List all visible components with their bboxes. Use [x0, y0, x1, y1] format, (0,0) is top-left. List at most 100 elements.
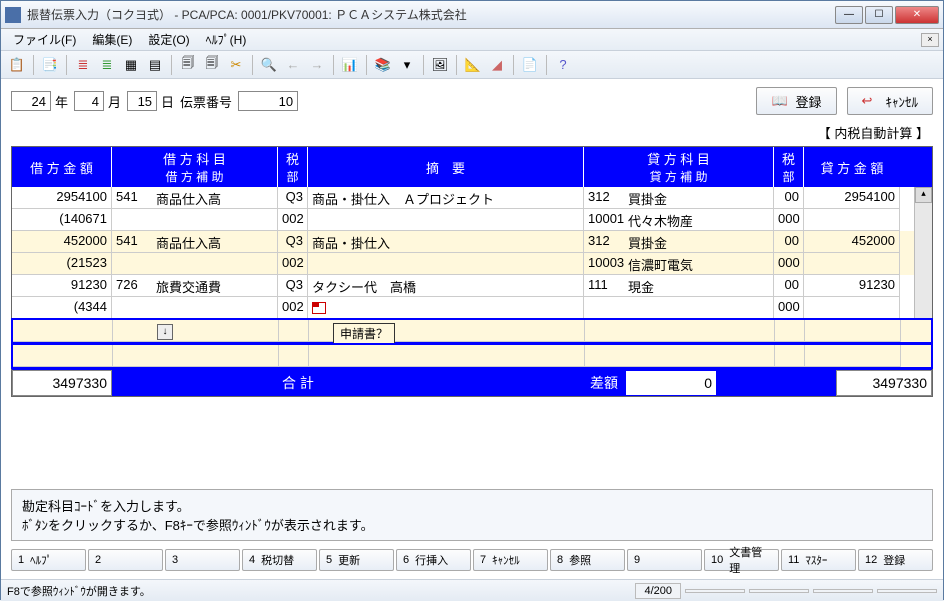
fn-10[interactable]: 10文書管理: [704, 549, 779, 571]
fn-2[interactable]: 2: [88, 549, 163, 571]
hdr-tax2: 税部: [774, 147, 804, 187]
fn-5[interactable]: 5更新: [319, 549, 394, 571]
scroll-up-button[interactable]: ▴: [915, 187, 932, 203]
grid-row[interactable]: 91230 726旅費交通費 Q3 タクシー代 高橋 111現金 00 9123…: [12, 275, 932, 297]
cancel-button[interactable]: ↩ ｷｬﾝｾﾙ: [847, 87, 934, 115]
hdr-tax: 税部: [278, 147, 308, 187]
tb-icon-14[interactable]: 📐: [463, 55, 483, 75]
tb-icon-6[interactable]: ▤: [145, 55, 165, 75]
toolbar: 📋 📑 ≣ ≣ ▦ ▤ 🗐 🗐 ✂ 🔍 ← → 📊 📚 ▾ 🖼 📐 ◢ 📄 ?: [1, 51, 943, 79]
tb-icon-10[interactable]: 📊: [340, 55, 360, 75]
tb-icon-7[interactable]: 🗐: [178, 55, 198, 75]
menubar-close-button[interactable]: ×: [921, 33, 939, 47]
slip-label: 伝票番号: [180, 92, 232, 111]
statusbar: F8で参照ｳｨﾝﾄﾞｳが開きます。 4/200: [1, 579, 943, 601]
tb-icon-4[interactable]: ≣: [97, 55, 117, 75]
tb-icon-11[interactable]: 📚: [373, 55, 393, 75]
grid-row[interactable]: 452000 541商品仕入高 Q3 商品・掛仕入 312買掛金 00 4520…: [12, 231, 932, 253]
tb-next-icon[interactable]: →: [307, 55, 327, 75]
tb-icon-3[interactable]: ≣: [73, 55, 93, 75]
hdr-debit-subject: 借 方 科 目借 方 補 助: [112, 147, 278, 187]
register-button[interactable]: 📖 登録: [756, 87, 836, 115]
tb-icon-9[interactable]: ✂: [226, 55, 246, 75]
tb-icon-12[interactable]: ▾: [397, 55, 417, 75]
diff-label: 差額: [590, 373, 626, 393]
status-seg-3: [749, 589, 809, 593]
tb-icon-8[interactable]: 🗐: [202, 55, 222, 75]
menu-help[interactable]: ﾍﾙﾌﾟ(H): [198, 29, 255, 50]
app-icon: [5, 7, 21, 23]
status-seg-2: [685, 589, 745, 593]
fn-8[interactable]: 8参照: [550, 549, 625, 571]
fn-12[interactable]: 12登録: [858, 549, 933, 571]
content-area: 年 月 日 伝票番号 📖 登録 ↩ ｷｬﾝｾﾙ 【 内税自動計算 】 借 方: [1, 79, 943, 579]
grid-subrow[interactable]: (140671 002 10001代々木物産 000: [12, 209, 932, 231]
minimize-button[interactable]: —: [835, 6, 863, 24]
hdr-credit-amount: 貸 方 金 額: [804, 147, 900, 187]
app-window: 振替伝票入力（コクヨ式） - PCA/PCA: 0001/PKV70001: Ｐ…: [0, 0, 944, 600]
info-line-1: 勘定科目ｺｰﾄﾞを入力します。: [22, 496, 922, 515]
window-title: 振替伝票入力（コクヨ式） - PCA/PCA: 0001/PKV70001: Ｐ…: [27, 6, 835, 23]
flag-icon: [312, 302, 326, 314]
tb-icon-15[interactable]: 📄: [520, 55, 540, 75]
tb-zoom-in-icon[interactable]: 🔍: [259, 55, 279, 75]
tb-eraser-icon[interactable]: ◢: [487, 55, 507, 75]
status-text: F8で参照ｳｨﾝﾄﾞｳが開きます。: [7, 583, 631, 599]
year-label: 年: [55, 92, 68, 111]
tb-icon-13[interactable]: 🖼: [430, 55, 450, 75]
titlebar[interactable]: 振替伝票入力（コクヨ式） - PCA/PCA: 0001/PKV70001: Ｐ…: [1, 1, 943, 29]
status-seg-5: [877, 589, 937, 593]
fn-7[interactable]: 7ｷｬﾝｾﾙ: [473, 549, 548, 571]
grid-header: 借 方 金 額 借 方 科 目借 方 補 助 税部 摘 要 貸 方 科 目貸 方…: [12, 147, 932, 187]
total-credit: 3497330: [836, 370, 932, 396]
info-box: 勘定科目ｺｰﾄﾞを入力します。 ﾎﾞﾀﾝをクリックするか、F8ｷｰで参照ｳｨﾝﾄ…: [11, 489, 933, 541]
grid-subrow[interactable]: (4344 002 000: [12, 297, 932, 319]
dropdown-button[interactable]: ↓: [157, 324, 173, 340]
fn-6[interactable]: 6行挿入: [396, 549, 471, 571]
hdr-credit-subject: 貸 方 科 目貸 方 補 助: [584, 147, 774, 187]
tb-icon-5[interactable]: ▦: [121, 55, 141, 75]
tax-mode-label: 【 内税自動計算 】: [11, 123, 929, 142]
fn-9[interactable]: 9: [627, 549, 702, 571]
status-seg-4: [813, 589, 873, 593]
cancel-icon: ↩: [862, 93, 878, 109]
total-debit: 3497330: [12, 370, 112, 396]
tooltip: 申請書？: [333, 323, 395, 344]
grid-row[interactable]: 2954100 541商品仕入高 Q3 商品・掛仕入 Ａプロジェクト 312買掛…: [12, 187, 932, 209]
slip-input[interactable]: [238, 91, 298, 111]
tb-icon-1[interactable]: 📋: [7, 55, 27, 75]
tb-icon-2[interactable]: 📑: [40, 55, 60, 75]
status-position: 4/200: [635, 583, 681, 599]
function-bar: 1ﾍﾙﾌﾟ 2 3 4税切替 5更新 6行挿入 7ｷｬﾝｾﾙ 8参照 9 10文…: [11, 549, 933, 571]
hdr-description: 摘 要: [308, 147, 584, 187]
maximize-button[interactable]: ☐: [865, 6, 893, 24]
month-input[interactable]: [74, 91, 104, 111]
tb-help-icon[interactable]: ?: [553, 55, 573, 75]
fn-11[interactable]: 11ﾏｽﾀｰ: [781, 549, 856, 571]
register-icon: 📖: [771, 93, 787, 109]
edit-subrow[interactable]: [11, 343, 933, 369]
fn-3[interactable]: 3: [165, 549, 240, 571]
year-input[interactable]: [11, 91, 51, 111]
totals-row: 3497330 合 計 差額 0 3497330: [12, 368, 932, 396]
grid-body: 2954100 541商品仕入高 Q3 商品・掛仕入 Ａプロジェクト 312買掛…: [12, 187, 932, 319]
date-row: 年 月 日 伝票番号 📖 登録 ↩ ｷｬﾝｾﾙ: [11, 87, 933, 115]
edit-row[interactable]: ↓ 申請書？: [11, 318, 933, 344]
diff-value: 0: [626, 371, 716, 395]
info-line-2: ﾎﾞﾀﾝをクリックするか、F8ｷｰで参照ｳｨﾝﾄﾞｳが表示されます。: [22, 515, 922, 534]
total-label: 合 計: [262, 373, 334, 393]
fn-4[interactable]: 4税切替: [242, 549, 317, 571]
day-input[interactable]: [127, 91, 157, 111]
menu-edit[interactable]: 編集(E): [84, 29, 140, 50]
hdr-debit-amount: 借 方 金 額: [12, 147, 112, 187]
entry-grid: 借 方 金 額 借 方 科 目借 方 補 助 税部 摘 要 貸 方 科 目貸 方…: [11, 146, 933, 397]
month-label: 月: [108, 92, 121, 111]
menu-file[interactable]: ファイル(F): [5, 29, 84, 50]
menubar: ファイル(F) 編集(E) 設定(O) ﾍﾙﾌﾟ(H) ×: [1, 29, 943, 51]
fn-1[interactable]: 1ﾍﾙﾌﾟ: [11, 549, 86, 571]
tb-prev-icon[interactable]: ←: [283, 55, 303, 75]
close-button[interactable]: ✕: [895, 6, 939, 24]
day-label: 日: [161, 92, 174, 111]
grid-subrow[interactable]: (21523 002 10003信濃町電気 000: [12, 253, 932, 275]
menu-settings[interactable]: 設定(O): [140, 29, 197, 50]
